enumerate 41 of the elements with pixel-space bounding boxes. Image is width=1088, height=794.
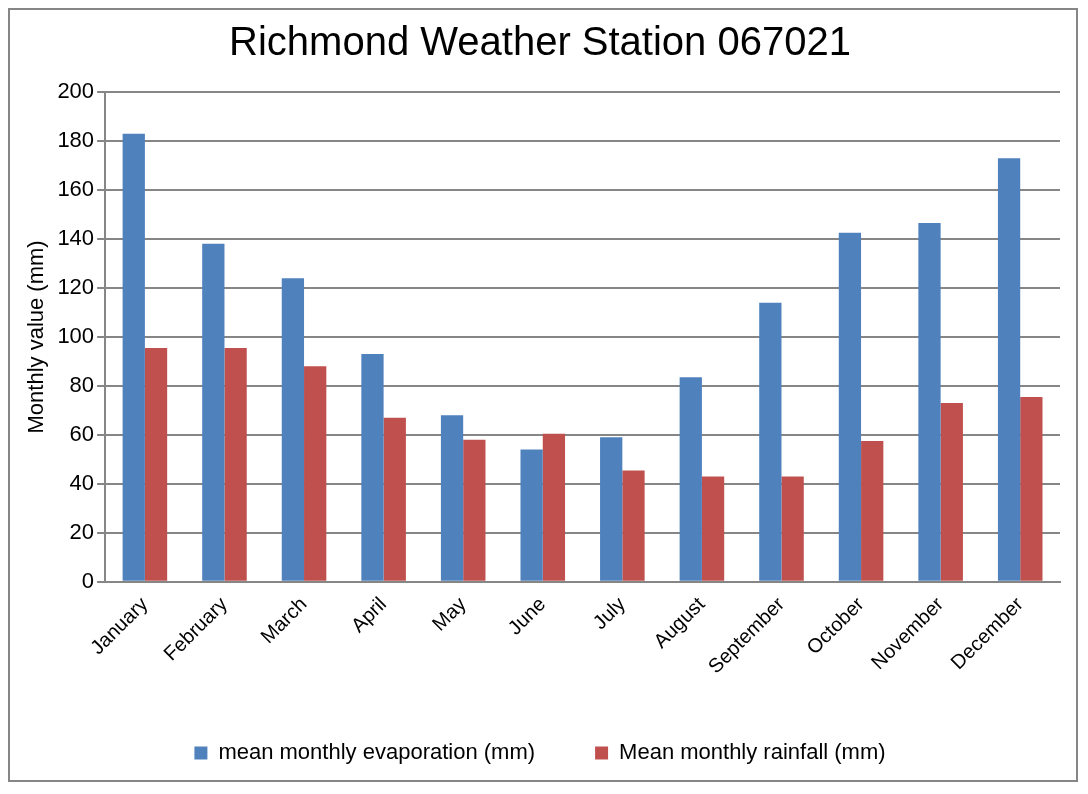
y-tick-label: 160 (57, 176, 95, 202)
y-axis-title: Monthly value (mm) (23, 240, 49, 434)
y-tick-label: 140 (57, 225, 95, 251)
legend-label: Mean monthly rainfall (mm) (619, 739, 886, 765)
bar (361, 354, 384, 581)
bar (622, 470, 645, 581)
y-tick-label: 20 (69, 518, 95, 544)
bar (918, 223, 941, 581)
bar (759, 302, 782, 581)
y-tick-label: 40 (69, 469, 95, 495)
y-tick-label: 200 (57, 78, 95, 104)
x-tick-label: July (588, 592, 630, 634)
bar (304, 366, 327, 581)
bar (997, 158, 1021, 581)
bar (224, 347, 247, 581)
x-tick-label: May (427, 592, 470, 635)
y-tick-label: 60 (69, 420, 95, 446)
bar (383, 417, 406, 581)
bar (838, 232, 862, 581)
bar (1020, 396, 1043, 581)
y-tick-label: 80 (69, 371, 95, 397)
bar (940, 403, 963, 581)
y-tick-label: 0 (81, 567, 95, 593)
bar (781, 476, 804, 581)
y-tick-label: 100 (57, 322, 95, 348)
bar (144, 347, 168, 581)
bar (202, 243, 225, 581)
bar (679, 377, 702, 581)
legend-label: mean monthly evaporation (mm) (218, 739, 536, 765)
bar (600, 437, 623, 581)
chart-title: Richmond Weather Station 067021 (229, 19, 851, 64)
bar (463, 439, 486, 581)
bar (440, 415, 464, 581)
bar (701, 476, 725, 581)
y-tick-label: 120 (57, 274, 95, 299)
bar (542, 433, 566, 581)
y-tick-label: 180 (57, 127, 95, 153)
bar (281, 278, 305, 581)
bar (520, 449, 543, 581)
bar (861, 441, 884, 581)
bar (122, 133, 145, 581)
